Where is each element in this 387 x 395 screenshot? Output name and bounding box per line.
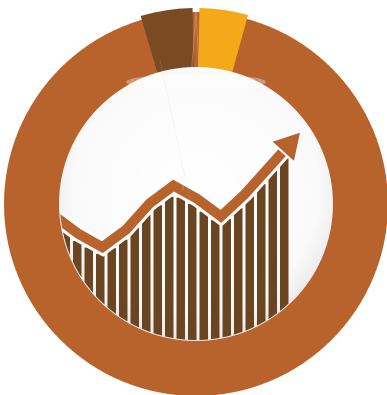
bar: [119, 239, 128, 340]
bar: [211, 220, 220, 340]
bar: [199, 211, 208, 340]
trend-arrow: [60, 129, 303, 257]
bar: [280, 158, 289, 340]
bar-chart-graphic: [60, 129, 303, 340]
bar: [257, 183, 266, 340]
light-rays: [159, 9, 206, 201]
ring-highlight: [126, 74, 266, 90]
bar: [153, 205, 162, 340]
bar: [222, 218, 231, 340]
ring-accent-segment: [198, 8, 249, 73]
bar: [245, 196, 254, 340]
arrow-head-icon: [268, 129, 303, 165]
bar: [96, 254, 105, 340]
bar: [268, 171, 277, 340]
bar: [234, 208, 243, 340]
bar: [188, 204, 197, 340]
bar: [130, 227, 139, 340]
bar: [107, 248, 116, 340]
trend-line: [60, 138, 296, 254]
ring-dark-segment: [140, 8, 194, 74]
bar: [142, 215, 151, 340]
bar: [176, 197, 185, 340]
bar-group: [61, 158, 289, 340]
bar: [165, 196, 174, 340]
